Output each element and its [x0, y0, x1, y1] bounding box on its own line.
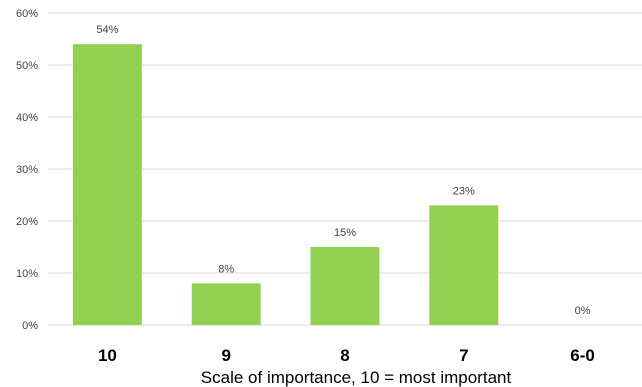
y-tick-label: 0% [22, 320, 38, 332]
y-axis-ticks: 0% 10% 20% 30% 40% 50% 60% [16, 8, 38, 332]
y-tick-label: 30% [16, 164, 38, 176]
category-label: 9 [221, 346, 230, 365]
data-label: 0% [575, 305, 591, 317]
category-label: 6-0 [570, 346, 595, 365]
y-tick-label: 10% [16, 268, 38, 280]
data-label: 23% [453, 185, 475, 197]
y-tick-label: 40% [16, 112, 38, 124]
category-label: 7 [459, 346, 468, 365]
y-tick-label: 60% [16, 8, 38, 20]
data-label: 54% [96, 24, 118, 36]
x-axis-categories: 10 9 8 7 6-0 [98, 346, 595, 365]
data-labels: 54% 8% 15% 23% 0% [96, 24, 590, 317]
category-label: 8 [340, 346, 349, 365]
gridlines [48, 12, 642, 326]
bar-8 [310, 247, 380, 325]
category-label: 10 [98, 346, 117, 365]
y-tick-label: 20% [16, 216, 38, 228]
data-label: 8% [218, 263, 234, 275]
bar-10 [72, 44, 142, 325]
bar-9 [191, 283, 261, 325]
y-tick-label: 50% [16, 60, 38, 72]
bars [72, 44, 499, 325]
x-axis-title: Scale of importance, 10 = most important [201, 368, 512, 387]
bar-7 [429, 205, 499, 325]
data-label: 15% [334, 227, 356, 239]
